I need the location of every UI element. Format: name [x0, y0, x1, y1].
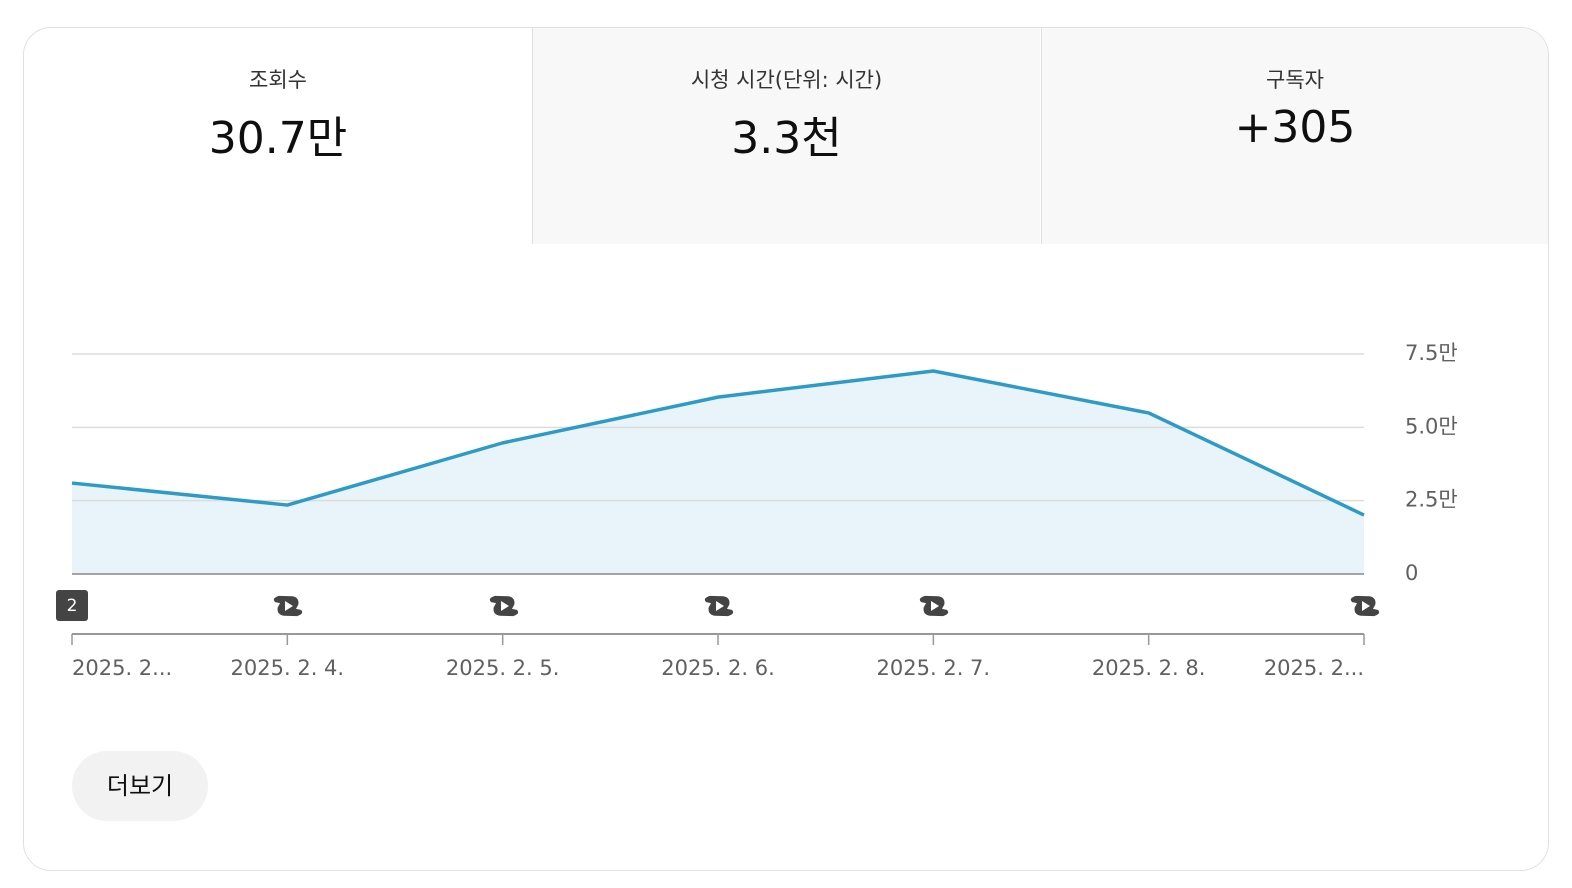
more-button[interactable]: 더보기 [72, 751, 208, 821]
x-tick-label: 2025. 2... [1264, 656, 1364, 680]
shorts-icon[interactable] [271, 589, 305, 623]
tab-label: 구독자 [1266, 68, 1324, 92]
tab[interactable]: 시청 시간(단위: 시간) 3.3천 [532, 28, 1040, 244]
tab-label: 시청 시간(단위: 시간) [690, 68, 883, 92]
tab-label: 조회수 [249, 68, 307, 92]
tab-value: 30.7만 [208, 113, 348, 164]
tab-value: +305 [1234, 102, 1356, 153]
event-badge-count: 2 [67, 596, 78, 616]
tab[interactable]: 구독자 +305 [1041, 28, 1548, 244]
shorts-icon[interactable] [917, 589, 951, 623]
x-tick-label: 2025. 2. 5. [446, 656, 560, 680]
x-tick-label: 2025. 2. 4. [231, 656, 345, 680]
y-tick-label: 0 [1405, 561, 1418, 585]
shorts-icon[interactable] [702, 589, 736, 623]
y-tick-label: 5.0만 [1405, 414, 1458, 438]
y-tick-label: 2.5만 [1405, 488, 1458, 512]
tab-value: 3.3천 [731, 113, 842, 164]
shorts-icon[interactable] [1348, 589, 1382, 623]
event-badge[interactable] [56, 590, 88, 621]
line [71, 369, 1365, 517]
analytics-card: 조회수 30.7만 시청 시간(단위: 시간) 3.3천 구독자 +305 [23, 27, 1549, 871]
x-tick-label: 2025. 2. 6. [661, 656, 775, 680]
x-tick-label: 2025. 2. 7. [877, 656, 991, 680]
area-fill [72, 371, 1364, 574]
y-tick-label: 7.5만 [1405, 341, 1458, 365]
x-tick-label: 2025. 2. 8. [1092, 656, 1206, 680]
x-tick-label: 2025. 2... [72, 656, 172, 680]
shorts-icon[interactable] [487, 589, 521, 623]
tab[interactable]: 조회수 30.7만 [24, 28, 532, 244]
